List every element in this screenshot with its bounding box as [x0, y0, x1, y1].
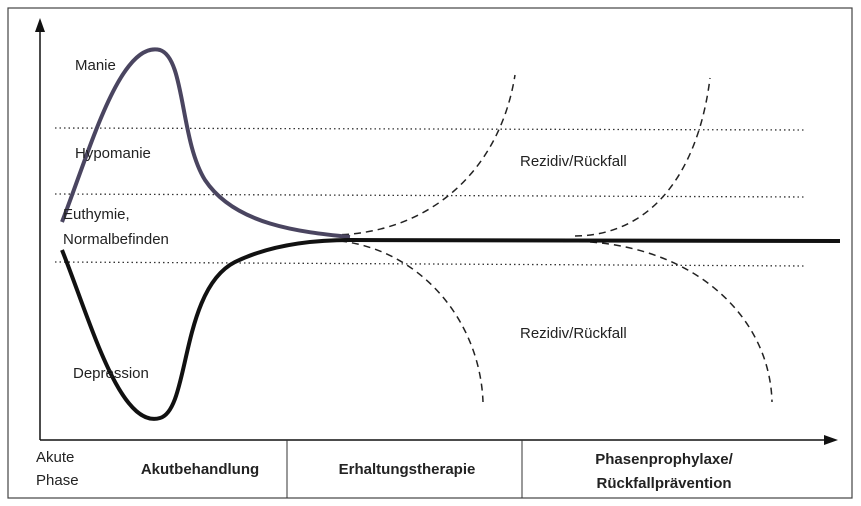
zone-label: Depression — [73, 365, 149, 382]
relapse-down — [589, 241, 773, 403]
relapse-label: Rezidiv/Rückfall — [520, 153, 627, 170]
phase-label: Akute — [36, 449, 74, 466]
depression-curve — [60, 237, 841, 421]
zone-line — [54, 127, 806, 131]
phase-label: Phase — [36, 472, 79, 489]
x-arrow — [824, 435, 838, 445]
relapse-up — [329, 74, 516, 236]
phase-label: Rückfallprävention — [596, 475, 731, 492]
relapse-label: Rezidiv/Rückfall — [520, 325, 627, 342]
zone-label: Hypomanie — [75, 145, 151, 162]
relapse-curves — [329, 74, 773, 403]
phase-label: Akutbehandlung — [141, 461, 259, 478]
zone-line — [54, 193, 806, 198]
phase-label: Phasenprophylaxe/ — [595, 451, 733, 468]
relapse-up — [574, 77, 711, 237]
phase-label: Erhaltungstherapie — [339, 461, 476, 478]
zone-label: Euthymie, — [63, 206, 130, 223]
mania-curve — [60, 47, 351, 239]
frame — [7, 7, 853, 499]
zone-label: Manie — [75, 57, 116, 74]
y-arrow — [35, 18, 45, 32]
relapse-down — [339, 240, 484, 403]
zone-label: Normalbefinden — [63, 231, 169, 248]
zone-line — [54, 261, 806, 267]
